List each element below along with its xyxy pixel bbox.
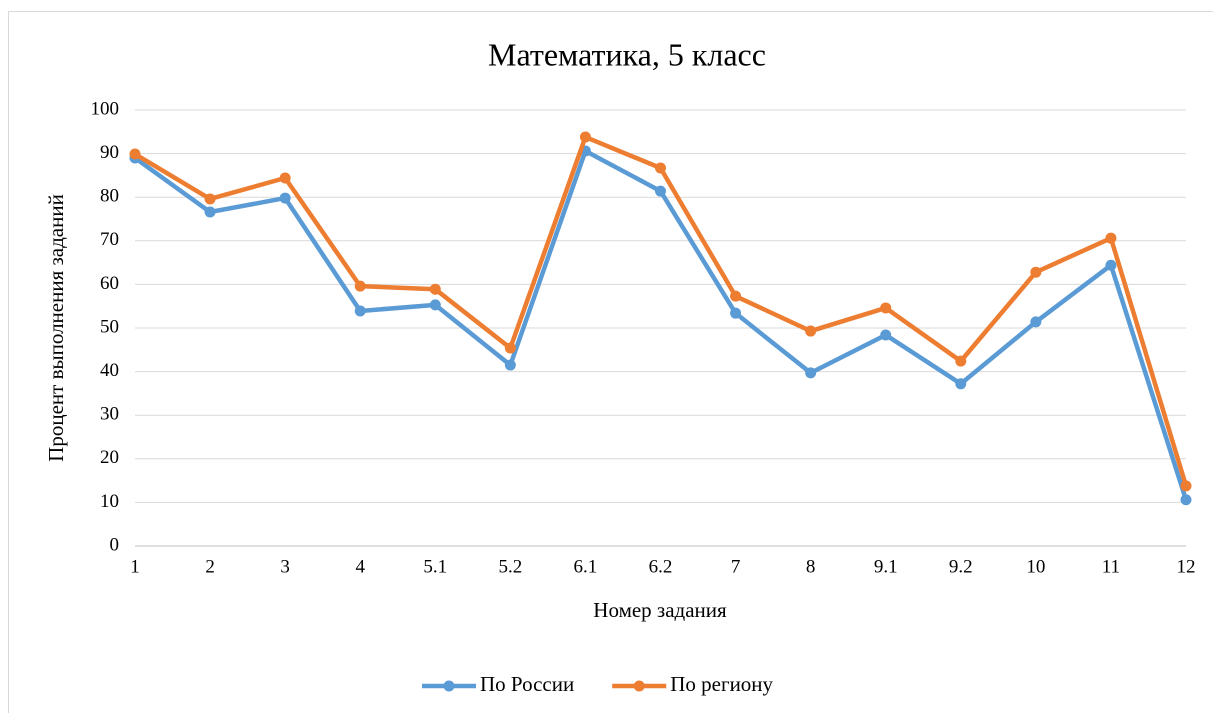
series-marker bbox=[1180, 494, 1192, 506]
series-marker bbox=[579, 131, 591, 143]
series-marker bbox=[655, 185, 666, 197]
y-tick-label: 20 bbox=[100, 447, 119, 468]
series-marker bbox=[730, 307, 742, 319]
series-marker bbox=[1030, 266, 1042, 278]
series-marker bbox=[805, 367, 817, 379]
series-marker bbox=[730, 290, 742, 302]
y-tick-label: 70 bbox=[100, 229, 119, 250]
chart-border bbox=[8, 11, 1213, 713]
y-tick-label: 50 bbox=[100, 316, 119, 337]
series-marker bbox=[955, 378, 967, 390]
series-marker bbox=[1180, 480, 1192, 492]
x-tick-label: 1 bbox=[130, 556, 140, 577]
series-marker bbox=[429, 283, 441, 295]
series-marker bbox=[1105, 259, 1117, 271]
legend-marker bbox=[633, 680, 645, 692]
series-marker bbox=[655, 162, 666, 174]
series-marker bbox=[279, 172, 291, 184]
y-axis-label: Процент выполнения заданий bbox=[44, 194, 68, 462]
y-tick-label: 40 bbox=[100, 360, 119, 381]
x-tick-label: 11 bbox=[1102, 556, 1120, 577]
series-marker bbox=[504, 359, 516, 371]
x-tick-label: 5.1 bbox=[423, 556, 447, 577]
x-tick-label: 6.1 bbox=[574, 556, 598, 577]
series-marker bbox=[279, 192, 291, 204]
x-tick-label: 9.1 bbox=[874, 556, 898, 577]
chart-title: Математика, 5 класс bbox=[488, 36, 766, 72]
x-tick-label: 9.2 bbox=[949, 556, 973, 577]
y-tick-label: 80 bbox=[100, 186, 119, 207]
x-tick-label: 2 bbox=[205, 556, 215, 577]
series-marker bbox=[354, 280, 366, 292]
series-marker bbox=[805, 325, 817, 337]
y-tick-label: 90 bbox=[100, 142, 119, 163]
series-marker bbox=[354, 305, 366, 317]
x-tick-label: 12 bbox=[1177, 556, 1196, 577]
x-tick-label: 4 bbox=[355, 556, 365, 577]
x-tick-label: 5.2 bbox=[498, 556, 522, 577]
y-tick-label: 100 bbox=[91, 98, 120, 119]
series-marker bbox=[204, 193, 216, 205]
y-tick-label: 10 bbox=[100, 491, 119, 512]
x-tick-label: 8 bbox=[806, 556, 816, 577]
x-tick-label: 10 bbox=[1026, 556, 1045, 577]
y-tick-label: 60 bbox=[100, 273, 119, 294]
series-marker bbox=[955, 355, 967, 367]
legend-marker bbox=[443, 680, 455, 692]
series-marker bbox=[129, 148, 141, 160]
y-tick-label: 30 bbox=[100, 404, 119, 425]
x-tick-label: 3 bbox=[280, 556, 290, 577]
x-tick-label: 7 bbox=[731, 556, 741, 577]
legend-label: По региону bbox=[670, 672, 773, 696]
series-marker bbox=[429, 299, 441, 311]
series-marker bbox=[880, 329, 892, 341]
x-tick-label: 6.2 bbox=[649, 556, 673, 577]
legend-label: По России bbox=[480, 672, 574, 696]
series-marker bbox=[1030, 316, 1042, 328]
series-marker bbox=[504, 342, 516, 354]
x-axis-label: Номер задания bbox=[593, 598, 727, 622]
y-tick-label: 0 bbox=[110, 534, 120, 555]
series-marker bbox=[1105, 232, 1117, 244]
series-marker bbox=[204, 206, 216, 218]
series-marker bbox=[880, 302, 892, 314]
